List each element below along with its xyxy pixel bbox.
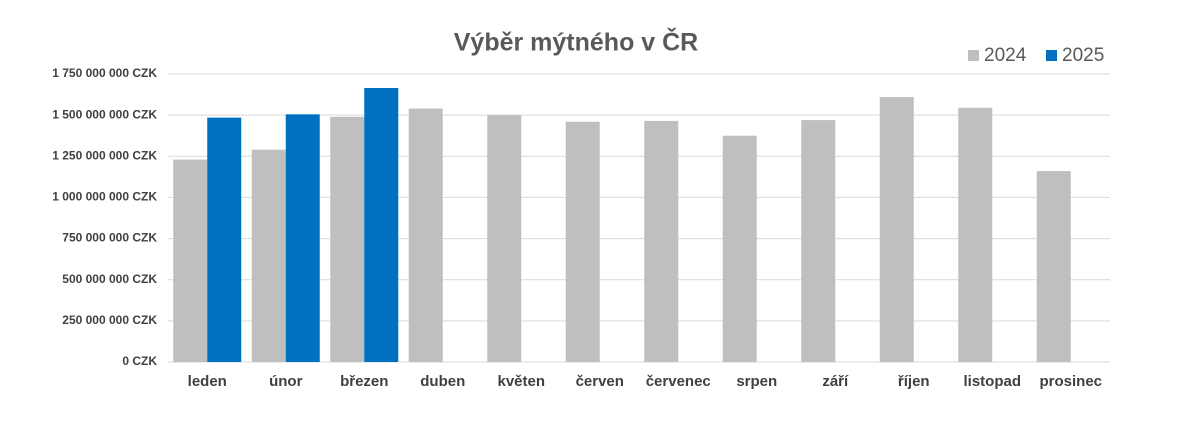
y-tick-label: 250 000 000 CZK <box>62 313 157 327</box>
y-tick-label: 1 250 000 000 CZK <box>52 148 157 162</box>
legend-label: 2024 <box>984 45 1027 66</box>
y-tick-label: 1 000 000 000 CZK <box>52 190 157 204</box>
bar <box>644 120 679 362</box>
legend-label: 2025 <box>1062 45 1104 66</box>
y-tick-label: 0 CZK <box>122 354 157 368</box>
x-tick-label: listopad <box>963 373 1021 390</box>
bar <box>330 116 365 362</box>
bar <box>1036 171 1071 362</box>
x-tick-label: únor <box>269 373 302 390</box>
x-tick-label: květen <box>497 373 545 390</box>
bar <box>207 117 242 363</box>
x-tick-label: červen <box>576 373 624 390</box>
y-tick-label: 500 000 000 CZK <box>62 272 157 286</box>
bar <box>173 159 208 362</box>
bar <box>958 107 993 362</box>
bar <box>285 114 320 362</box>
x-tick-label: září <box>822 373 849 390</box>
x-tick-label: leden <box>188 373 227 390</box>
y-tick-label: 1 500 000 000 CZK <box>52 107 157 121</box>
x-tick-label: červenec <box>646 373 711 390</box>
x-tick-label: srpen <box>736 373 777 390</box>
chart-title: Výběr mýtného v ČR <box>454 27 699 57</box>
y-tick-label: 1 750 000 000 CZK <box>52 66 157 80</box>
bar <box>364 87 399 362</box>
y-tick-label: 750 000 000 CZK <box>62 231 157 245</box>
x-tick-label: duben <box>420 373 465 390</box>
x-tick-label: březen <box>340 373 388 390</box>
legend-swatch <box>968 50 979 61</box>
bar <box>251 149 286 362</box>
bar <box>565 121 600 363</box>
bar <box>879 97 914 362</box>
bar <box>801 120 836 362</box>
x-tick-label: prosinec <box>1039 373 1102 390</box>
legend-swatch <box>1046 50 1057 61</box>
bar <box>408 108 443 362</box>
bar <box>722 135 757 362</box>
x-tick-label: říjen <box>898 373 930 390</box>
bar <box>487 115 522 363</box>
